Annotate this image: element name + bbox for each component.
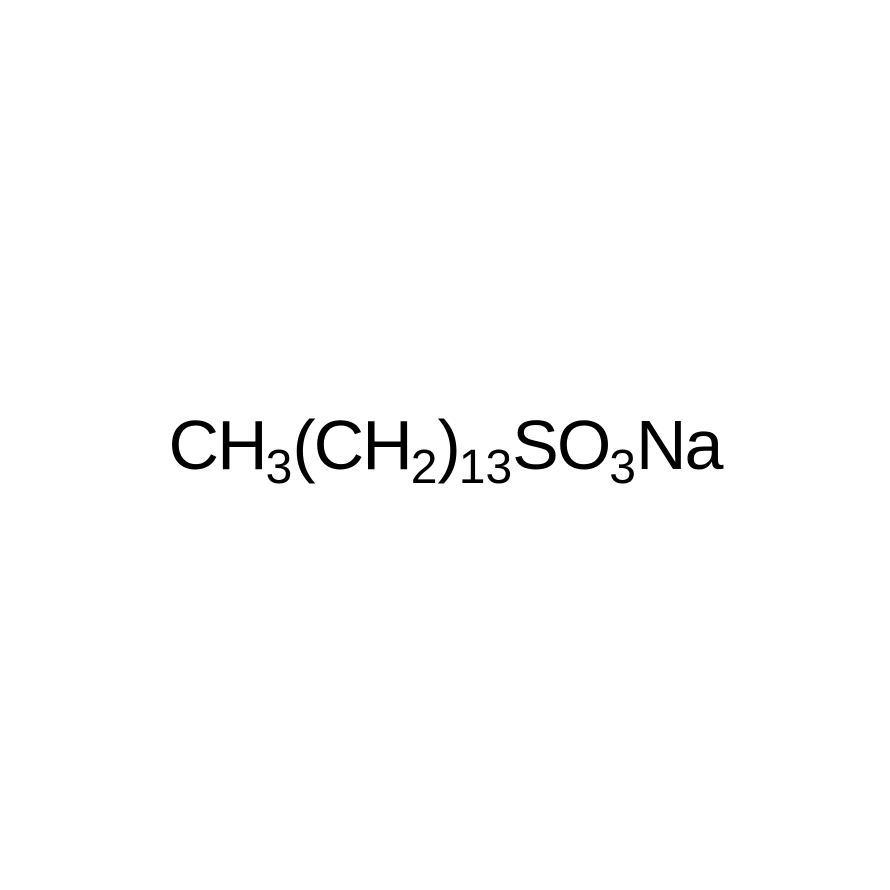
- formula-part-ch2-open: (CH: [292, 405, 410, 485]
- formula-part-so: SO: [512, 405, 609, 485]
- formula-sub-3a: 3: [266, 440, 293, 495]
- formula-sub-2: 2: [411, 440, 438, 495]
- formula-sub-3b: 3: [609, 440, 636, 495]
- chemical-formula: CH3(CH2)13SO3Na: [169, 405, 722, 485]
- formula-sub-13: 13: [459, 440, 512, 495]
- formula-part-close-paren: ): [437, 405, 458, 485]
- formula-part-ch: CH: [169, 405, 266, 485]
- formula-part-na: Na: [636, 405, 721, 485]
